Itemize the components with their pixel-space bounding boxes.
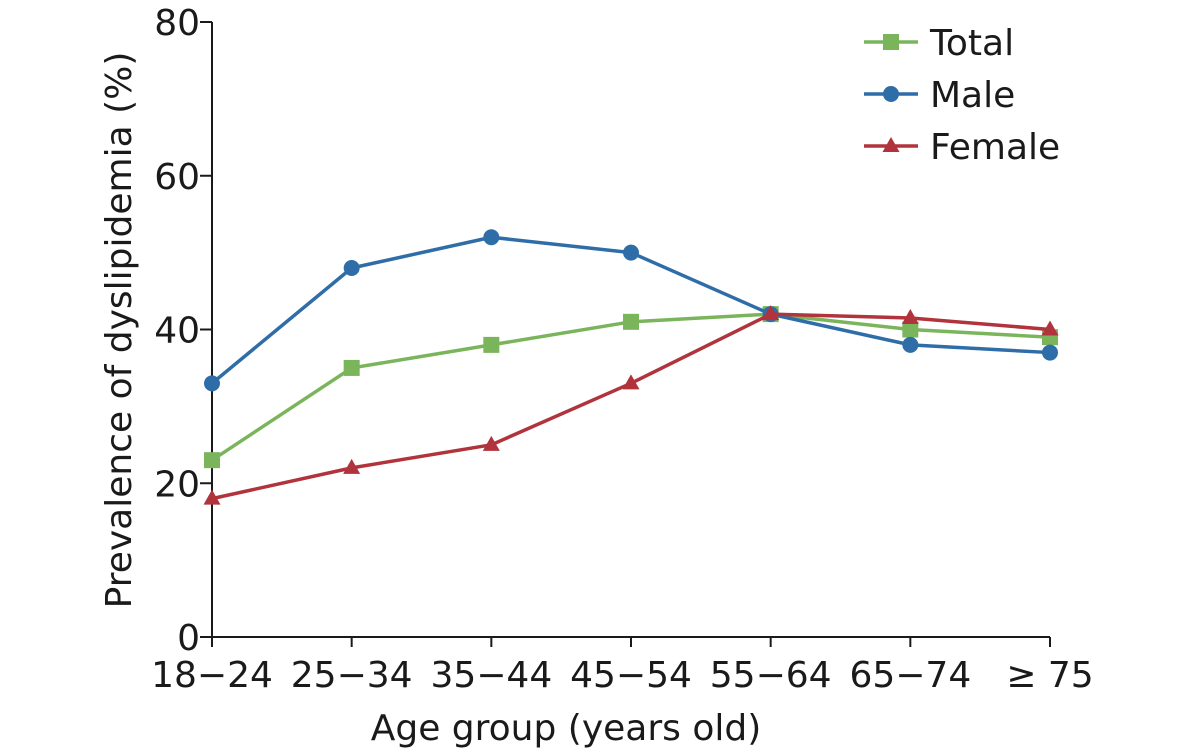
y-tick-label: 80 [154, 3, 200, 44]
series-male [204, 229, 1058, 392]
series-female [203, 305, 1059, 505]
legend-label: Total [929, 23, 1014, 64]
legend-item: Total [864, 23, 1014, 64]
data-point [343, 260, 360, 276]
y-tick-label: 40 [154, 311, 200, 352]
data-point [204, 452, 220, 469]
x-ticks: 18−24 25−34 35−44 45−54 55−64 65−74 ≥ 75 [151, 637, 1094, 696]
x-tick-label: 65−74 [849, 655, 971, 696]
data-point [623, 244, 639, 261]
legend-swatch-marker [883, 34, 899, 50]
data-point [902, 321, 919, 338]
legend-item: Male [864, 75, 1015, 116]
data-point [482, 435, 500, 451]
data-point [762, 305, 780, 321]
data-point [483, 336, 500, 353]
data-point [622, 374, 640, 390]
legend: Total Male Female [864, 23, 1060, 168]
y-axis-title: Prevalence of dyslipidemia (%) [99, 52, 140, 609]
legend-swatch-marker [883, 86, 899, 102]
data-point [204, 375, 220, 392]
data-point [343, 458, 361, 474]
data-point [623, 313, 639, 330]
x-tick-label: 45−54 [570, 655, 692, 696]
series-layer [203, 229, 1059, 505]
legend-label: Female [930, 127, 1060, 168]
series-line [211, 312, 1051, 501]
legend-label: Male [930, 75, 1015, 116]
data-point [901, 308, 919, 324]
data-point [483, 229, 500, 246]
y-ticks: 0 20 40 60 80 [154, 3, 212, 659]
data-point [203, 489, 221, 505]
x-tick-label: 55−64 [710, 655, 832, 696]
y-tick-label: 20 [154, 464, 200, 505]
y-tick-label: 0 [177, 618, 200, 659]
data-point [343, 359, 360, 376]
x-tick-label: 35−44 [430, 655, 552, 696]
x-axis-title: Age group (years old) [371, 708, 762, 749]
legend-item: Female [864, 127, 1060, 168]
data-point [1042, 344, 1058, 361]
x-tick-label: ≥ 75 [1006, 655, 1093, 696]
data-point [902, 336, 919, 353]
x-tick-label: 25−34 [291, 655, 413, 696]
legend-swatch-marker [882, 137, 900, 152]
data-point [1041, 320, 1059, 336]
x-tick-label: 18−24 [151, 655, 273, 696]
y-tick-label: 60 [154, 157, 200, 198]
